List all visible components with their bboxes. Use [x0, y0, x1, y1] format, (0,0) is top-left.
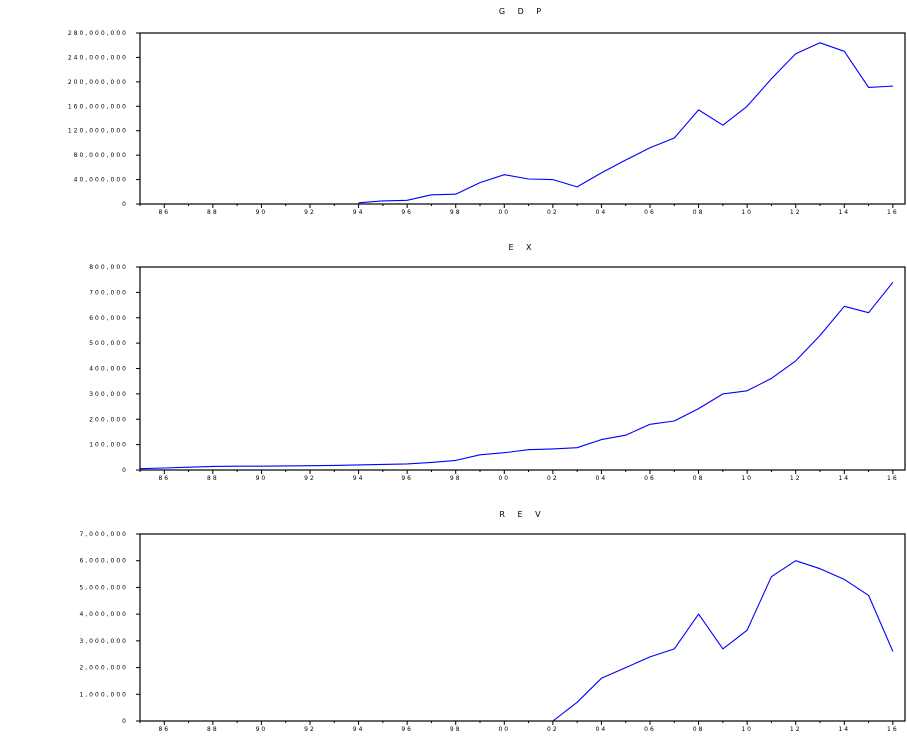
y-tick-label: 600,000 [89, 315, 128, 322]
y-tick-label: 5,000,000 [79, 584, 128, 591]
x-tick-label: 94 [353, 726, 365, 733]
chart-title: R E V [499, 510, 545, 519]
y-tick-label: 500,000 [89, 340, 128, 347]
y-tick-label: 80,000,000 [74, 152, 128, 159]
y-tick-label: 7,000,000 [79, 531, 128, 538]
x-tick-label: 02 [547, 209, 559, 216]
x-tick-label: 90 [256, 209, 268, 216]
x-tick-label: 98 [450, 209, 462, 216]
x-tick-label: 12 [790, 209, 802, 216]
x-tick-label: 90 [256, 475, 268, 482]
y-tick-label: 100,000 [89, 442, 128, 449]
x-tick-label: 04 [596, 475, 608, 482]
plot-frame [139, 266, 906, 471]
x-tick-label: 98 [450, 475, 462, 482]
x-tick-label: 96 [401, 726, 413, 733]
x-tick-label: 94 [353, 209, 365, 216]
x-tick-label: 02 [547, 726, 559, 733]
y-tick-label: 0 [122, 201, 128, 208]
y-tick-label: 280,000,000 [68, 30, 128, 37]
y-tick-label: 3,000,000 [79, 638, 128, 645]
x-tick-label: 10 [741, 209, 753, 216]
x-tick-label: 06 [644, 726, 656, 733]
x-tick-label: 86 [158, 475, 170, 482]
x-tick-label: 88 [207, 209, 219, 216]
x-tick-label: 08 [693, 475, 705, 482]
x-tick-label: 16 [887, 726, 899, 733]
plot-frame [139, 32, 906, 205]
x-tick-label: 16 [887, 475, 899, 482]
y-tick-label: 700,000 [89, 289, 128, 296]
series-line-0 [358, 42, 893, 204]
y-tick-label: 300,000 [89, 391, 128, 398]
x-tick-label: 16 [887, 209, 899, 216]
y-tick-label: 0 [122, 718, 128, 725]
x-tick-label: 10 [741, 475, 753, 482]
x-tick-label: 00 [498, 475, 510, 482]
y-tick-label: 200,000 [89, 416, 128, 423]
x-tick-label: 04 [596, 726, 608, 733]
y-tick-label: 1,000,000 [79, 691, 128, 698]
chart-title: G D P [499, 7, 546, 16]
y-tick-label: 800,000 [89, 264, 128, 271]
x-tick-label: 96 [401, 209, 413, 216]
x-tick-label: 06 [644, 209, 656, 216]
plot-frame [139, 533, 906, 722]
y-tick-label: 0 [122, 467, 128, 474]
x-tick-label: 12 [790, 475, 802, 482]
x-tick-label: 14 [838, 209, 850, 216]
y-tick-label: 2,000,000 [79, 665, 128, 672]
x-tick-label: 12 [790, 726, 802, 733]
x-tick-label: 08 [693, 209, 705, 216]
x-tick-label: 88 [207, 726, 219, 733]
x-tick-label: 08 [693, 726, 705, 733]
y-tick-label: 6,000,000 [79, 558, 128, 565]
x-tick-label: 00 [498, 726, 510, 733]
chart-panel-2: R E V 0 1,000,000 2,000,000 3,000,000 4,000,0… [79, 510, 906, 733]
chart-panel-1: E X 0 100,000 200,000 300,000 400,000 500,000 6… [89, 243, 906, 482]
x-tick-label: 04 [596, 209, 608, 216]
y-tick-label: 240,000,000 [68, 54, 128, 61]
x-tick-label: 06 [644, 475, 656, 482]
x-tick-label: 88 [207, 475, 219, 482]
y-tick-label: 160,000,000 [68, 103, 128, 110]
series-line-0 [552, 560, 894, 722]
x-tick-label: 14 [838, 726, 850, 733]
x-tick-label: 86 [158, 726, 170, 733]
x-tick-label: 92 [304, 209, 316, 216]
y-tick-label: 120,000,000 [68, 128, 128, 135]
y-tick-label: 4,000,000 [79, 611, 128, 618]
chart-title: E X [508, 243, 536, 252]
x-tick-label: 86 [158, 209, 170, 216]
x-tick-label: 90 [256, 726, 268, 733]
x-tick-label: 94 [353, 475, 365, 482]
x-tick-label: 96 [401, 475, 413, 482]
x-tick-label: 02 [547, 475, 559, 482]
series-line-0 [139, 281, 894, 470]
x-tick-label: 14 [838, 475, 850, 482]
x-tick-label: 98 [450, 726, 462, 733]
x-tick-label: 10 [741, 726, 753, 733]
x-tick-label: 92 [304, 475, 316, 482]
y-tick-label: 400,000 [89, 366, 128, 373]
x-tick-label: 00 [498, 209, 510, 216]
y-tick-label: 200,000,000 [68, 79, 128, 86]
x-tick-label: 92 [304, 726, 316, 733]
chart-panel-0: G D P040,000,00080,000,000120,000,000160… [68, 7, 906, 216]
y-tick-label: 40,000,000 [74, 177, 128, 184]
